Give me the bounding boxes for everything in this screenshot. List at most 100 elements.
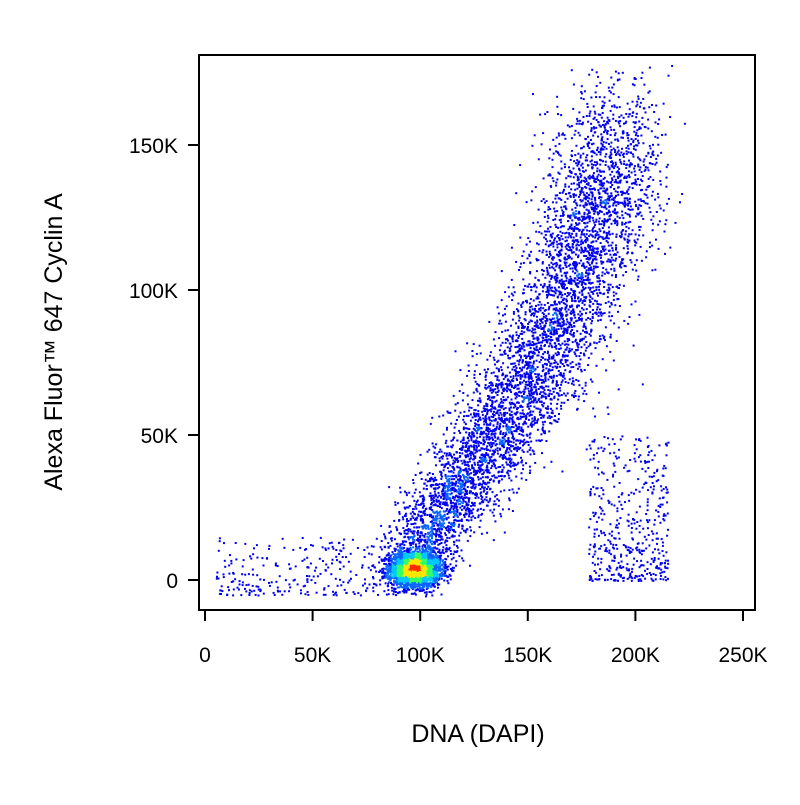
data-point	[575, 194, 577, 197]
data-point	[598, 223, 601, 226]
data-point	[406, 525, 409, 528]
data-point	[473, 412, 475, 415]
data-point	[423, 573, 426, 576]
data-point	[435, 556, 438, 559]
data-point	[565, 323, 568, 326]
data-point	[437, 577, 439, 580]
data-point	[411, 582, 414, 584]
data-point	[507, 469, 510, 472]
data-point	[453, 535, 456, 538]
data-point	[656, 192, 659, 195]
data-point	[427, 557, 430, 560]
data-point	[596, 211, 599, 214]
data-point	[533, 453, 536, 455]
data-point	[585, 192, 588, 195]
data-point	[399, 573, 402, 576]
data-point	[571, 341, 574, 344]
data-point	[508, 409, 511, 412]
data-point	[566, 124, 569, 127]
data-point	[559, 365, 562, 368]
data-point	[494, 407, 497, 410]
data-point	[428, 575, 431, 578]
data-point	[592, 302, 595, 305]
data-point	[398, 574, 401, 577]
data-point	[640, 204, 643, 207]
data-point	[580, 189, 583, 191]
data-point	[409, 564, 412, 567]
data-point	[499, 430, 502, 433]
data-point	[542, 423, 545, 426]
data-point	[438, 535, 441, 538]
data-point	[456, 545, 458, 547]
data-point	[410, 523, 413, 526]
data-point	[620, 114, 623, 117]
data-point	[429, 492, 432, 495]
data-point	[426, 566, 429, 569]
data-point	[429, 571, 432, 573]
data-point	[516, 463, 519, 466]
data-point	[455, 458, 457, 461]
data-point	[507, 451, 510, 454]
data-point	[435, 564, 438, 567]
data-point	[517, 327, 520, 329]
data-point	[612, 359, 615, 362]
data-point	[496, 375, 499, 378]
data-point	[535, 297, 538, 300]
data-point	[631, 187, 634, 190]
data-point	[536, 421, 538, 424]
data-point	[585, 295, 588, 298]
data-point	[578, 365, 581, 368]
data-point	[491, 445, 494, 448]
data-point	[628, 164, 631, 166]
data-point	[622, 152, 625, 155]
data-point	[410, 575, 413, 578]
data-point	[434, 560, 437, 563]
data-point	[630, 233, 633, 236]
data-point	[488, 499, 491, 502]
data-point	[560, 394, 563, 396]
data-point	[399, 557, 402, 560]
data-point	[587, 245, 590, 248]
data-point	[455, 564, 458, 567]
data-point	[557, 418, 560, 421]
data-point	[596, 275, 599, 278]
data-point	[573, 300, 576, 302]
data-point	[403, 536, 406, 539]
data-point	[588, 115, 591, 117]
data-point	[655, 157, 658, 160]
data-point	[558, 301, 560, 304]
data-point	[432, 568, 435, 571]
data-point	[635, 105, 638, 108]
data-point	[537, 303, 540, 306]
data-point	[626, 247, 629, 250]
data-point	[595, 153, 598, 156]
data-point	[432, 572, 435, 575]
data-point	[458, 534, 461, 537]
data-point	[431, 594, 434, 597]
data-point	[666, 202, 669, 205]
data-point	[585, 318, 588, 321]
data-point	[570, 223, 573, 226]
data-point	[577, 254, 580, 257]
data-point	[568, 371, 571, 374]
data-point	[627, 235, 630, 238]
data-point	[631, 153, 634, 156]
data-point	[575, 378, 578, 381]
data-point	[394, 573, 397, 576]
data-point	[552, 180, 555, 183]
data-point	[642, 217, 645, 220]
data-point	[397, 577, 400, 580]
data-point	[570, 288, 573, 291]
data-point	[434, 528, 437, 531]
data-point	[463, 514, 465, 516]
data-point	[481, 496, 484, 499]
data-point	[426, 569, 428, 572]
data-point	[416, 562, 419, 565]
data-point	[617, 310, 619, 313]
data-point	[430, 499, 433, 502]
data-point	[443, 575, 446, 577]
data-point	[627, 144, 629, 147]
data-point	[493, 434, 496, 437]
data-point	[455, 476, 458, 479]
data-point	[554, 197, 557, 200]
